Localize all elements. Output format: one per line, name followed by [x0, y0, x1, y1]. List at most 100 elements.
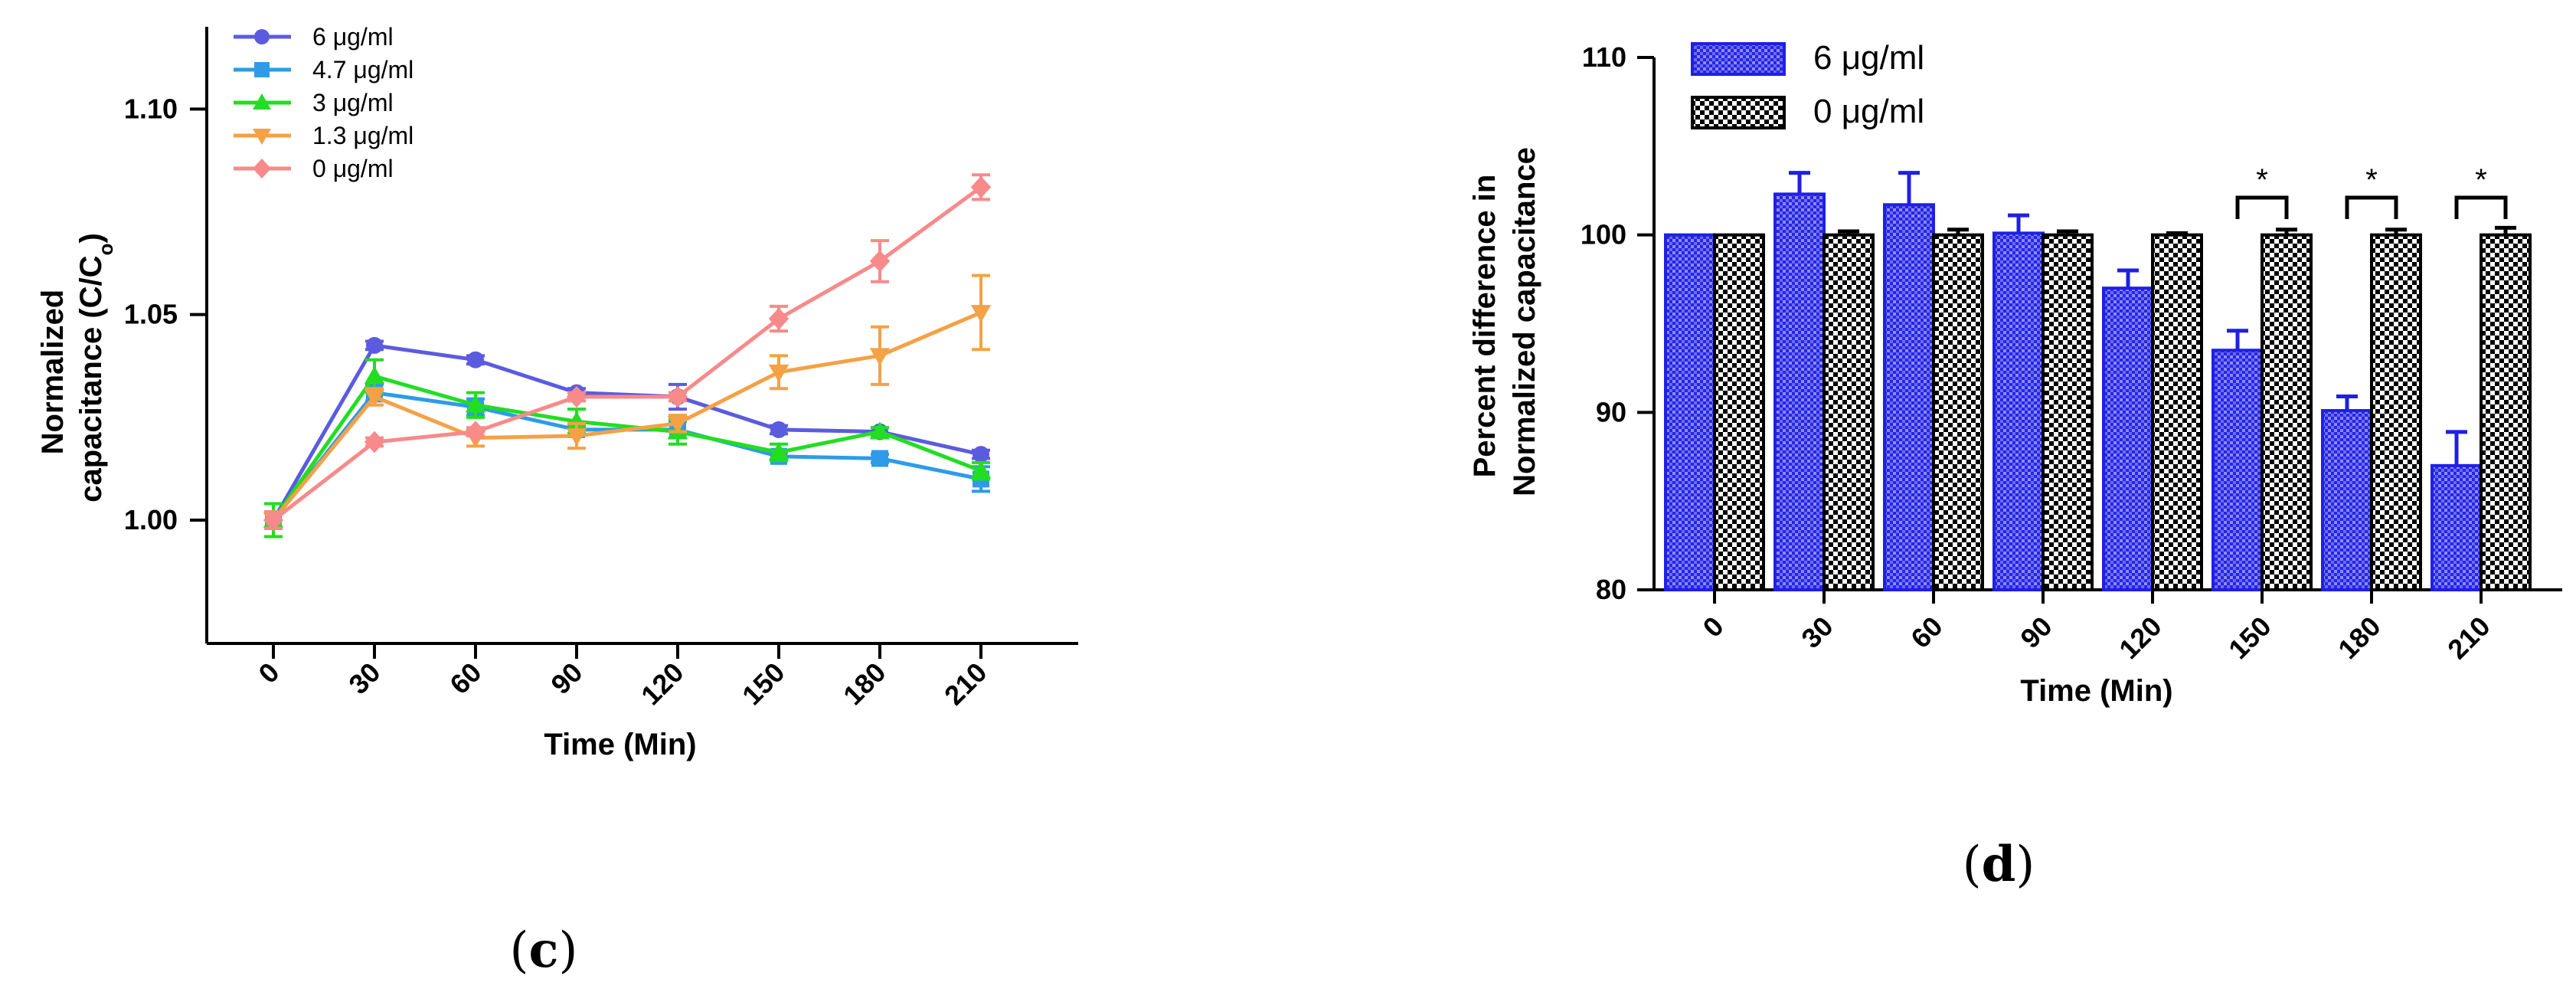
d-y-axis-title-line1: Percent difference in	[1468, 175, 1502, 478]
d-x-tick-label: 120	[2113, 611, 2167, 665]
c-legend-marker	[254, 62, 270, 77]
d-y-tick-label: 90	[1596, 396, 1626, 427]
c-series-line	[271, 374, 982, 522]
c-data-point	[364, 389, 385, 408]
c-y-tick-label: 1.05	[124, 299, 178, 330]
c-y-axis-title-close: )	[74, 233, 108, 243]
c-data-point	[970, 176, 992, 198]
c-y-tick-label: 1.00	[124, 504, 178, 535]
d-significance-star: *	[2475, 163, 2487, 197]
c-data-point	[566, 385, 587, 408]
c-y-axis-title-subscript: o	[94, 244, 117, 256]
c-data-point	[970, 460, 992, 479]
c-data-point	[366, 336, 383, 354]
d-bar-0-g-ml-90	[2042, 233, 2094, 591]
c-series-3-g-ml	[263, 358, 992, 539]
c-x-tick-label: 0	[252, 656, 285, 689]
c-x-tick-label: 150	[736, 656, 790, 711]
d-y-tick-label: 110	[1582, 41, 1626, 73]
d-significance-star: *	[2365, 163, 2378, 197]
d-bar-6-g-ml-60	[1883, 203, 1935, 591]
c-legend-marker	[253, 159, 271, 178]
d-legend-swatch	[1691, 42, 1786, 76]
d-panel-label: (d)	[1963, 836, 2035, 893]
d-significance-star: *	[2256, 163, 2268, 197]
d-bar-0-g-ml-150	[2261, 233, 2313, 591]
c-data-point	[768, 307, 789, 330]
d-bar-6-g-ml-90	[1992, 231, 2045, 591]
d-x-axis-title: Time (Min)	[2020, 674, 2172, 708]
d-legend-label: 0 μg/ml	[1813, 93, 1924, 130]
c-data-point	[768, 364, 789, 382]
d-y-tick-label: 100	[1581, 219, 1626, 250]
d-significance-bracket	[2454, 195, 2508, 219]
d-bar-6-g-ml-210	[2431, 463, 2483, 591]
c-data-point	[871, 450, 888, 467]
c-data-point	[869, 421, 891, 440]
c-data-point	[465, 421, 486, 443]
c-legend-label: 3 μg/ml	[312, 89, 394, 116]
c-x-tick-label: 180	[837, 656, 891, 711]
c-x-axis-title: Time (Min)	[544, 728, 696, 761]
panel-d-bar-chart: 80 90 100 110 0 30 60 90 120 150 180 210 * * * Time …	[1468, 39, 2562, 893]
c-data-point	[364, 365, 385, 385]
c-data-point	[768, 442, 789, 460]
d-bar-6-g-ml-0	[1664, 233, 1716, 591]
c-y-axis-title-line2-main: capacitance (C/C	[74, 255, 108, 502]
d-bar-6-g-ml-180	[2321, 409, 2373, 591]
d-bar-0-g-ml-120	[2151, 233, 2203, 591]
c-panel-label: (c)	[510, 922, 578, 979]
c-legend-label: 1.3 μg/ml	[312, 122, 414, 149]
c-legend-marker	[253, 93, 271, 110]
d-bar-6-g-ml-150	[2212, 349, 2264, 591]
d-x-tick-label: 60	[1904, 611, 1948, 654]
c-data-point	[970, 305, 992, 323]
c-x-tick-label: 30	[342, 656, 386, 700]
c-series-1-3-g-ml	[263, 273, 992, 531]
c-data-point	[667, 385, 688, 408]
c-data-point	[869, 348, 891, 366]
c-series-line	[271, 343, 982, 522]
c-series-line	[272, 185, 982, 522]
c-series-line	[272, 310, 982, 522]
c-legend-label: 6 μg/ml	[312, 23, 394, 51]
c-data-point	[364, 431, 385, 453]
d-x-tick-label: 210	[2441, 611, 2496, 665]
c-legend-marker	[254, 29, 270, 44]
c-y-axis-title-line2: capacitance (C/Co)	[74, 233, 117, 503]
c-x-tick-label: 60	[443, 656, 487, 700]
d-legend-label: 6 μg/ml	[1813, 39, 1924, 77]
c-legend-label: 0 μg/ml	[312, 155, 394, 182]
d-bar-0-g-ml-0	[1713, 233, 1765, 591]
d-bar-0-g-ml-210	[2480, 233, 2532, 591]
d-legend-swatch	[1691, 96, 1786, 129]
d-x-tick-label: 90	[2014, 611, 2058, 654]
d-x-tick-label: 150	[2222, 611, 2277, 665]
d-y-tick-label: 80	[1596, 574, 1626, 605]
d-bar-0-g-ml-180	[2370, 233, 2422, 591]
c-y-axis-title-line1: Normalized	[36, 290, 70, 455]
d-bar-6-g-ml-120	[2102, 286, 2154, 591]
c-legend-marker	[253, 129, 271, 145]
c-data-point	[973, 446, 989, 463]
d-significance-bracket	[2235, 195, 2289, 219]
panel-c-line-chart: 1.00 1.05 1.10 0 30 60 90 120 150 180 210 Time (M…	[36, 23, 1078, 979]
c-data-point	[667, 415, 688, 434]
d-x-tick-label: 0	[1697, 611, 1730, 643]
d-y-axis-title: Percent difference in Normalized capacit…	[1468, 147, 1541, 496]
c-data-point	[465, 395, 486, 413]
d-bar-6-g-ml-30	[1773, 192, 1826, 591]
c-data-point	[566, 428, 587, 447]
c-x-tick-label: 120	[635, 656, 689, 711]
d-y-axis-title-line2: Normalized capacitance	[1508, 147, 1541, 496]
c-series-0-g-ml	[263, 173, 992, 532]
c-legend-label: 4.7 μg/ml	[312, 56, 414, 83]
d-x-tick-label: 30	[1795, 611, 1839, 654]
d-x-tick-label: 180	[2332, 611, 2386, 665]
c-y-axis-title: Normalized capacitance (C/Co)	[36, 233, 117, 503]
d-bar-0-g-ml-30	[1822, 233, 1875, 591]
d-significance-bracket	[2345, 195, 2398, 219]
c-y-tick-label: 1.10	[124, 93, 178, 124]
c-data-point	[770, 421, 787, 438]
